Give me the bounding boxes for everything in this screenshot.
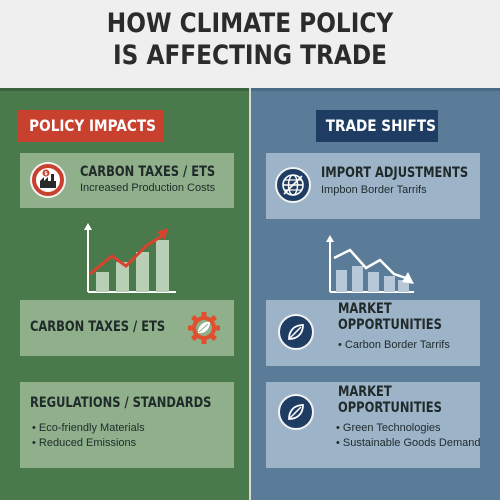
card-title-line2: OPPORTUNITIES bbox=[338, 317, 442, 333]
card-title-line1: MARKET bbox=[338, 301, 392, 317]
panel-divider bbox=[249, 88, 251, 500]
factory-dollar-icon: $ bbox=[30, 162, 66, 198]
bullet-item: • Eco-friendly Materials bbox=[32, 422, 145, 434]
card-title: IMPORT ADJUSTMENTS bbox=[321, 165, 469, 181]
card-title-line1: MARKET bbox=[338, 384, 392, 400]
card-title: CARBON TAXES / ETS bbox=[30, 319, 166, 335]
leaf-icon bbox=[278, 394, 314, 430]
market-opportunities-card: MARKET OPPORTUNITIES • Carbon Border Tar… bbox=[266, 300, 480, 366]
regulations-card: REGULATIONS / STANDARDS • Eco-friendly M… bbox=[20, 382, 234, 468]
bullet-item: • Reduced Emissions bbox=[32, 437, 137, 449]
page-title-line1: HOW CLIMATE POLICY bbox=[106, 8, 394, 39]
card-subtitle: Increased Production Costs bbox=[80, 182, 216, 194]
header: HOW CLIMATE POLICY IS AFFECTING TRADE bbox=[0, 0, 500, 88]
carbon-taxes-gear-card: CARBON TAXES / ETS bbox=[20, 300, 234, 356]
policy-impacts-tag: POLICY IMPACTS bbox=[18, 110, 163, 142]
leaf-icon bbox=[278, 314, 314, 350]
trade-shifts-tag: TRADE SHIFTS bbox=[316, 110, 438, 142]
import-adjustments-card: IMPORT ADJUSTMENTS Impbon Border Tarrifs bbox=[266, 153, 480, 219]
gear-leaf-icon bbox=[186, 310, 222, 346]
card-subtitle: Impbon Border Tarrifs bbox=[321, 184, 427, 196]
bullet-item: • Green Technologies bbox=[336, 422, 441, 434]
svg-text:$: $ bbox=[44, 171, 48, 177]
card-title-line2: OPPORTUNITIES bbox=[338, 400, 442, 416]
falling-bar-chart-icon bbox=[326, 235, 414, 293]
globe-icon bbox=[275, 167, 311, 203]
card-title: REGULATIONS / STANDARDS bbox=[30, 395, 212, 411]
bullet-item: • Carbon Border Tarrifs bbox=[338, 339, 450, 351]
carbon-taxes-card: $ CARBON TAXES / ETS Increased Productio… bbox=[20, 153, 234, 208]
card-title: CARBON TAXES / ETS bbox=[80, 164, 216, 180]
rising-bar-chart-icon bbox=[84, 223, 176, 293]
market-opportunities-card-2: MARKET OPPORTUNITIES • Green Technologie… bbox=[266, 382, 481, 468]
bullet-item: • Sustainable Goods Demand bbox=[336, 437, 481, 449]
page-title-line2: IS AFFECTING TRADE bbox=[113, 40, 387, 71]
